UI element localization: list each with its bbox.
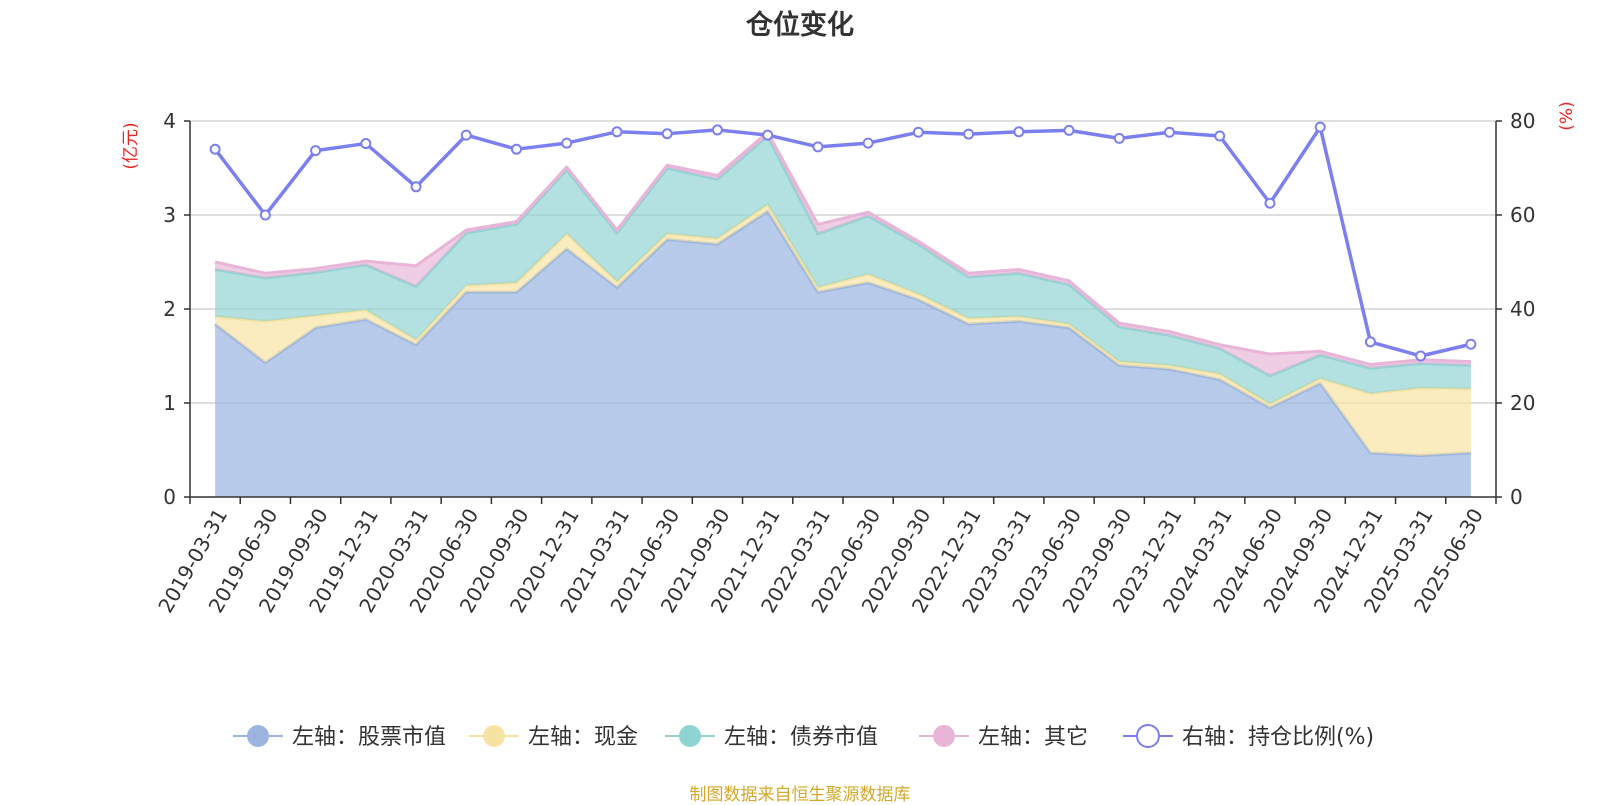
ratio-point [711, 124, 723, 136]
legend-marker-icon [247, 725, 269, 747]
legend-marker-icon [679, 725, 701, 747]
left-tick-label: 2 [163, 297, 176, 321]
ratio-point [209, 143, 221, 155]
ratio-point [1164, 126, 1175, 138]
left-tick-label: 1 [163, 391, 176, 415]
ratio-point [963, 128, 975, 140]
ratio-point [1063, 124, 1075, 136]
ratio-point [1013, 126, 1025, 138]
ratio-point [460, 129, 472, 141]
legend-marker-icon [1136, 724, 1160, 748]
legend-label: 左轴：股票市值 [292, 725, 446, 750]
ratio-point [259, 209, 271, 221]
left-tick-label: 0 [163, 485, 176, 509]
legend-label: 右轴：持仓比例(%) [1182, 725, 1374, 750]
ratio-point [1214, 130, 1226, 142]
ratio-point [762, 129, 774, 141]
ratio-point [862, 137, 874, 149]
ratio-point [1415, 350, 1427, 362]
chart-title: 仓位变化 [745, 9, 854, 41]
ratio-point [812, 141, 824, 153]
left-tick-label: 4 [163, 109, 176, 133]
ratio-point [410, 181, 422, 193]
legend-marker-icon [483, 725, 505, 747]
right-tick-label: 0 [1510, 485, 1523, 509]
ratio-point [1465, 338, 1477, 350]
ratio-point [511, 143, 522, 155]
ratio-point [661, 128, 673, 140]
ratio-point [611, 126, 623, 138]
legend-label: 左轴：现金 [528, 725, 638, 750]
ratio-point [1264, 197, 1276, 209]
ratio-point [310, 145, 322, 157]
area-series-3 [215, 136, 1471, 404]
ratio-point [1314, 121, 1326, 133]
right-tick-label: 80 [1510, 109, 1535, 133]
ratio-point [561, 137, 573, 149]
legend-marker-icon [933, 725, 955, 747]
ratio-point [1113, 132, 1125, 144]
right-axis-unit: (%) [1557, 101, 1577, 130]
ratio-point [912, 126, 924, 138]
right-tick-label: 60 [1510, 203, 1535, 227]
ratio-line [213, 125, 1472, 358]
legend-label: 左轴：债券市值 [724, 725, 878, 750]
right-tick-label: 40 [1510, 297, 1535, 321]
left-tick-label: 3 [163, 203, 176, 227]
footer-source: 制图数据来自恒生聚源数据库 [689, 785, 911, 805]
ratio-point [1364, 336, 1376, 348]
ratio-point [360, 138, 372, 150]
area-line-series-4 [214, 130, 1471, 366]
legend-label: 左轴：其它 [978, 725, 1088, 750]
right-tick-label: 20 [1510, 391, 1535, 415]
left-axis-unit: (亿元) [121, 122, 141, 169]
